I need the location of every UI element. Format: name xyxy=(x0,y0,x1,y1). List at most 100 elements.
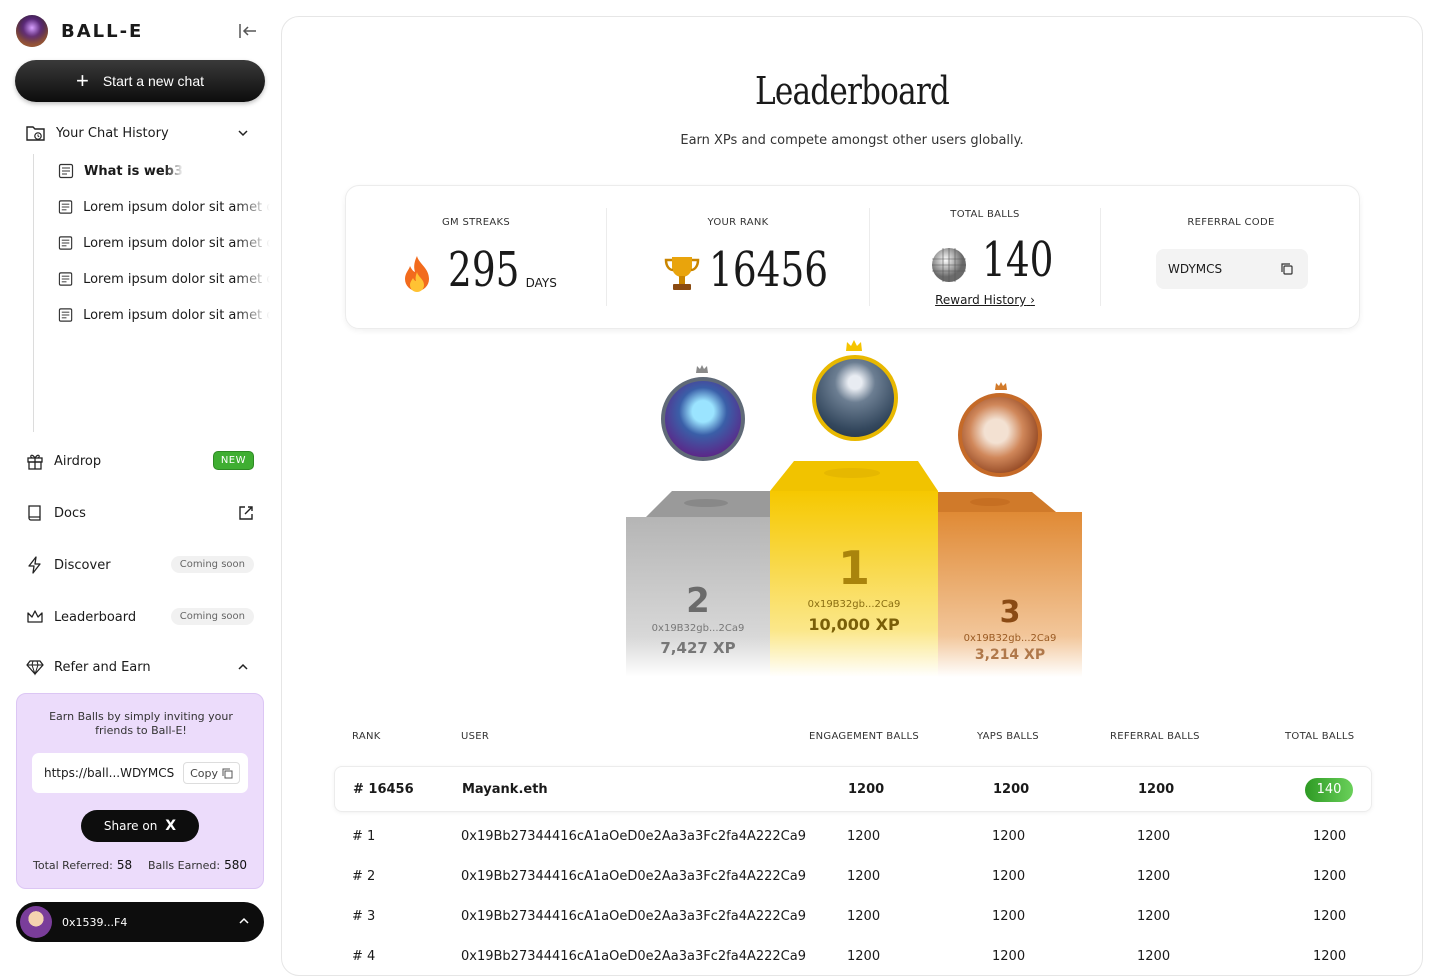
header-user: USER xyxy=(461,731,490,742)
table-row[interactable]: # 1 0x19Bb27344416cA1aOeD0e2Aa3a3Fc2fa4A… xyxy=(334,814,1372,860)
chevron-up-icon xyxy=(238,663,248,670)
crown-icon xyxy=(27,610,43,623)
sidebar: BALL-E + Start a new chat Your Chat Hist… xyxy=(0,0,280,958)
referral-code-field[interactable]: WDYMCS xyxy=(1156,249,1308,289)
balls-earned-value: 580 xyxy=(224,858,247,872)
sidebar-item-discover[interactable]: Discover Coming soon xyxy=(26,553,256,577)
third-place-avatar[interactable] xyxy=(958,393,1042,477)
table-row[interactable]: # 4 0x19Bb27344416cA1aOeD0e2Aa3a3Fc2fa4A… xyxy=(334,934,1372,975)
sidebar-item-docs[interactable]: Docs xyxy=(26,501,256,525)
referral-code-label: REFERRAL CODE xyxy=(1187,217,1275,228)
third-place-avatar-group xyxy=(935,377,1065,507)
history-item-label: Lorem ipsum dolor sit amet co xyxy=(83,235,270,251)
referral-cell: 1200 xyxy=(1138,782,1175,797)
user-cell: 0x19Bb27344416cA1aOeD0e2Aa3a3Fc2fa4A222C… xyxy=(461,829,807,844)
share-label: Share on xyxy=(103,819,158,833)
referral-code-value: WDYMCS xyxy=(1168,262,1223,276)
sidebar-item-label: Discover xyxy=(54,557,111,573)
rank-cell: # 1 xyxy=(352,829,376,844)
header-total: TOTAL BALLS xyxy=(1285,731,1355,742)
avatar xyxy=(20,906,52,938)
history-item[interactable]: Lorem ipsum dolor sit amet co xyxy=(58,305,270,325)
stat-divider xyxy=(869,208,870,306)
sidebar-item-airdrop[interactable]: Airdrop NEW xyxy=(26,449,256,473)
coming-soon-badge: Coming soon xyxy=(170,556,254,573)
user-cell: 0x19Bb27344416cA1aOeD0e2Aa3a3Fc2fa4A222C… xyxy=(461,909,807,924)
table-row-current-user[interactable]: # 16456 Mayank.eth 1200 1200 1200 140 xyxy=(334,766,1372,812)
copy-link-button[interactable]: Copy xyxy=(183,762,240,784)
history-item[interactable]: Lorem ipsum dolor sit amet co xyxy=(58,269,270,289)
referral-cell: 1200 xyxy=(1137,829,1171,844)
user-cell: 0x19Bb27344416cA1aOeD0e2Aa3a3Fc2fa4A222C… xyxy=(461,869,807,884)
first-place-avatar-group xyxy=(785,337,925,477)
referral-link-text: https://ball...WDYMCS xyxy=(44,766,175,780)
gold-crown-icon xyxy=(846,340,862,351)
engagement-cell: 1200 xyxy=(848,782,885,797)
history-item-label: What is web3 xyxy=(84,163,184,179)
gm-streaks-unit: DAYS xyxy=(525,276,557,290)
refer-and-earn-toggle[interactable]: Refer and Earn xyxy=(26,655,256,679)
chevron-down-icon xyxy=(238,130,248,137)
silver-crown-icon xyxy=(696,365,708,373)
first-place-avatar[interactable] xyxy=(812,355,898,441)
collapse-sidebar-icon[interactable] xyxy=(238,22,258,40)
share-on-x-button[interactable]: Share on X xyxy=(81,810,199,842)
podium: 2 0x19B32gb...2Ca9 7,427 XP 1 0x19B32gb.… xyxy=(612,340,1092,677)
lightning-icon xyxy=(28,556,41,574)
history-item[interactable]: What is web3 xyxy=(58,161,270,181)
reward-history-label: Reward History xyxy=(935,293,1027,307)
refer-panel: Earn Balls by simply inviting your frien… xyxy=(16,693,264,889)
total-cell: 1200 xyxy=(1313,949,1347,964)
document-icon xyxy=(58,200,73,214)
total-cell: 1200 xyxy=(1313,909,1347,924)
yaps-cell: 1200 xyxy=(992,869,1026,884)
reward-history-link[interactable]: Reward History › xyxy=(870,293,1100,307)
balls-earned: Balls Earned: 580 xyxy=(148,858,247,872)
chevron-right-icon: › xyxy=(1030,293,1035,307)
your-rank-label: YOUR RANK xyxy=(707,217,769,228)
referral-code-stat: REFERRAL CODE WDYMCS xyxy=(1101,186,1361,330)
engagement-cell: 1200 xyxy=(847,829,881,844)
table-row[interactable]: # 2 0x19Bb27344416cA1aOeD0e2Aa3a3Fc2fa4A… xyxy=(334,854,1372,900)
engagement-cell: 1200 xyxy=(847,909,881,924)
brand-row: BALL-E xyxy=(16,14,266,48)
chat-history-label: Your Chat History xyxy=(56,125,169,141)
stats-card: GM STREAKS 295 DAYS YOUR RANK 16456 TOTA… xyxy=(345,185,1360,329)
plus-icon: + xyxy=(75,68,89,93)
your-rank-value: 16456 xyxy=(709,242,829,298)
podium-graphic xyxy=(626,461,1082,677)
main-panel: Leaderboard Earn XPs and compete amongst… xyxy=(281,16,1423,976)
second-place-avatar[interactable] xyxy=(661,377,745,461)
document-icon xyxy=(58,308,73,322)
history-item[interactable]: Lorem ipsum dolor sit amet co xyxy=(58,197,270,217)
chat-history-toggle[interactable]: Your Chat History xyxy=(26,122,252,144)
gift-icon xyxy=(27,454,43,470)
copy-icon[interactable] xyxy=(1280,262,1294,276)
external-link-icon xyxy=(239,506,253,520)
history-item-label: Lorem ipsum dolor sit amet co xyxy=(83,199,270,215)
first-place-xp: 10,000 XP xyxy=(808,615,900,634)
header-engagement: ENGAGEMENT BALLS xyxy=(809,731,919,742)
page-title: Leaderboard xyxy=(754,69,950,113)
sidebar-item-leaderboard[interactable]: Leaderboard Coming soon xyxy=(26,605,256,629)
new-chat-button[interactable]: + Start a new chat xyxy=(15,60,265,102)
wallet-menu[interactable]: 0x1539...F4 xyxy=(16,902,264,942)
sidebar-item-label: Leaderboard xyxy=(54,609,137,625)
brand-name: BALL-E xyxy=(61,20,144,42)
second-place-number: 2 xyxy=(686,581,710,621)
engagement-cell: 1200 xyxy=(847,949,881,964)
x-logo-icon: X xyxy=(165,818,177,834)
total-balls-pill: 140 xyxy=(1305,778,1353,802)
document-icon xyxy=(58,272,73,286)
chevron-up-icon xyxy=(239,917,249,924)
diamond-icon xyxy=(26,660,44,676)
third-place-address: 0x19B32gb...2Ca9 xyxy=(963,633,1057,644)
document-icon xyxy=(58,163,74,179)
history-item[interactable]: Lorem ipsum dolor sit amet co xyxy=(58,233,270,253)
copy-icon xyxy=(222,768,233,778)
referral-cell: 1200 xyxy=(1137,949,1171,964)
referral-link-field[interactable]: https://ball...WDYMCS Copy xyxy=(32,753,248,793)
copy-label: Copy xyxy=(190,766,218,780)
header-referral: REFERRAL BALLS xyxy=(1110,731,1200,742)
table-row[interactable]: # 3 0x19Bb27344416cA1aOeD0e2Aa3a3Fc2fa4A… xyxy=(334,894,1372,940)
